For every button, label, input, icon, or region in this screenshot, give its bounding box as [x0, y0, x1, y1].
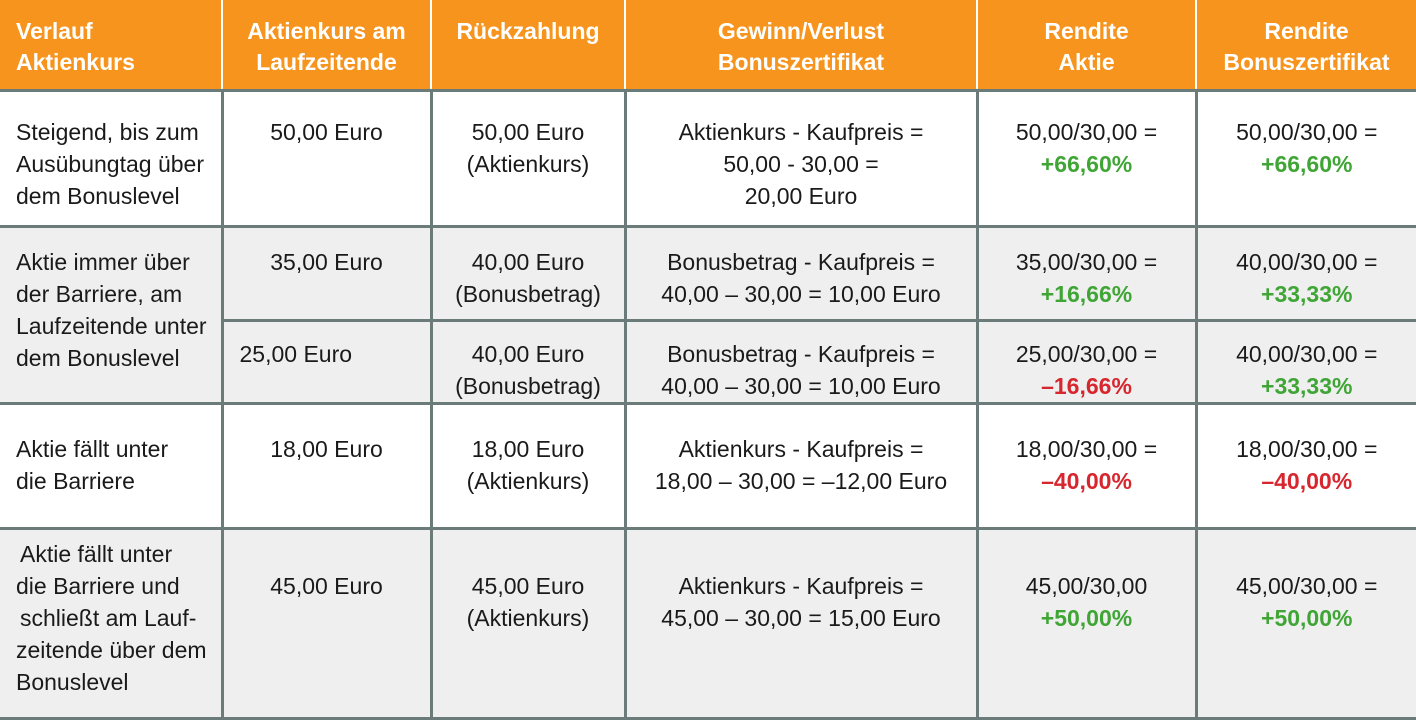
- header-rueckzahlung: Rückzahlung: [430, 0, 625, 91]
- cell-verlauf: Aktie immer über der Barriere, am Laufze…: [0, 225, 224, 405]
- cell-rueckzahlung: 40,00 Euro (Bonusbetrag): [429, 319, 627, 405]
- cell-rendite-bonus: 40,00/30,00 = +33,33%: [1194, 225, 1416, 322]
- return-value: +33,33%: [1261, 373, 1353, 399]
- cell-gewinn: Bonusbetrag - Kaufpreis = 40,00 – 30,00 …: [623, 319, 979, 405]
- table-row: Steigend, bis zum Ausübungtag über dem B…: [0, 89, 1416, 228]
- cell-rendite-aktie: 18,00/30,00 = –40,00%: [975, 402, 1198, 530]
- cell-rendite-aktie: 25,00/30,00 = –16,66%: [975, 319, 1198, 405]
- cell-verlauf: Steigend, bis zum Ausübungtag über dem B…: [0, 89, 224, 228]
- table-row: Aktie immer über der Barriere, am Laufze…: [0, 225, 1416, 405]
- cell-rendite-bonus: 18,00/30,00 = –40,00%: [1194, 402, 1416, 530]
- return-value: –40,00%: [1261, 468, 1353, 494]
- header-verlauf: Verlauf Aktienkurs: [0, 0, 222, 91]
- return-value: +50,00%: [1261, 605, 1353, 631]
- return-value: +66,60%: [1261, 151, 1353, 177]
- cell-gewinn: Aktienkurs - Kaufpreis = 18,00 – 30,00 =…: [623, 402, 979, 530]
- table-row: Aktie fällt unter die Barriere und schli…: [0, 527, 1416, 720]
- cell-verlauf: Aktie fällt unter die Barriere: [0, 402, 224, 530]
- cell-rendite-bonus: 50,00/30,00 = +66,60%: [1194, 89, 1416, 228]
- return-value: +66,60%: [1040, 151, 1133, 177]
- cell-kurs: 50,00 Euro: [220, 89, 433, 228]
- cell-gewinn: Aktienkurs - Kaufpreis = 50,00 - 30,00 =…: [623, 89, 979, 228]
- cell-gewinn: Bonusbetrag - Kaufpreis = 40,00 – 30,00 …: [623, 225, 979, 322]
- cell-kurs: 18,00 Euro: [220, 402, 433, 530]
- cell-rendite-aktie: 50,00/30,00 = +66,60%: [975, 89, 1198, 228]
- cell-rendite-bonus: 40,00/30,00 = +33,33%: [1194, 319, 1416, 405]
- header-rendite-bonus: Rendite Bonuszertifikat: [1195, 0, 1416, 91]
- cell-kurs: 25,00 Euro: [222, 319, 433, 405]
- return-value: +50,00%: [1040, 605, 1133, 631]
- return-value: –16,66%: [1041, 373, 1132, 399]
- return-value: –40,00%: [1041, 468, 1132, 494]
- cell-rueckzahlung: 45,00 Euro (Aktienkurs): [429, 527, 627, 720]
- cell-kurs: 35,00 Euro: [220, 225, 433, 322]
- cell-verlauf: Aktie fällt unter die Barriere und schli…: [0, 527, 224, 720]
- return-value: +16,66%: [1040, 281, 1133, 307]
- cell-rendite-bonus: 45,00/30,00 = +50,00%: [1194, 527, 1416, 720]
- cell-rueckzahlung: 50,00 Euro (Aktienkurs): [429, 89, 627, 228]
- cell-kurs: 45,00 Euro: [220, 527, 433, 720]
- return-value: +33,33%: [1261, 281, 1353, 307]
- header-aktienkurs: Aktienkurs am Laufzeitende: [221, 0, 431, 91]
- header-row: Verlauf Aktienkurs Aktienkurs am Laufzei…: [0, 0, 1416, 91]
- cell-gewinn: Aktienkurs - Kaufpreis = 45,00 – 30,00 =…: [623, 527, 979, 720]
- header-rendite-aktie: Rendite Aktie: [976, 0, 1196, 91]
- cell-rendite-aktie: 35,00/30,00 = +16,66%: [975, 225, 1198, 322]
- table-row: 25,00 Euro 40,00 Euro (Bonusbetrag) Bonu…: [0, 319, 1416, 405]
- cell-rueckzahlung: 40,00 Euro (Bonusbetrag): [429, 225, 627, 322]
- header-gewinn: Gewinn/Verlust Bonuszertifikat: [624, 0, 977, 91]
- cell-rueckzahlung: 18,00 Euro (Aktienkurs): [429, 402, 627, 530]
- cell-rendite-aktie: 45,00/30,00 +50,00%: [975, 527, 1198, 720]
- table-row: Aktie fällt unter die Barriere 18,00 Eur…: [0, 402, 1416, 530]
